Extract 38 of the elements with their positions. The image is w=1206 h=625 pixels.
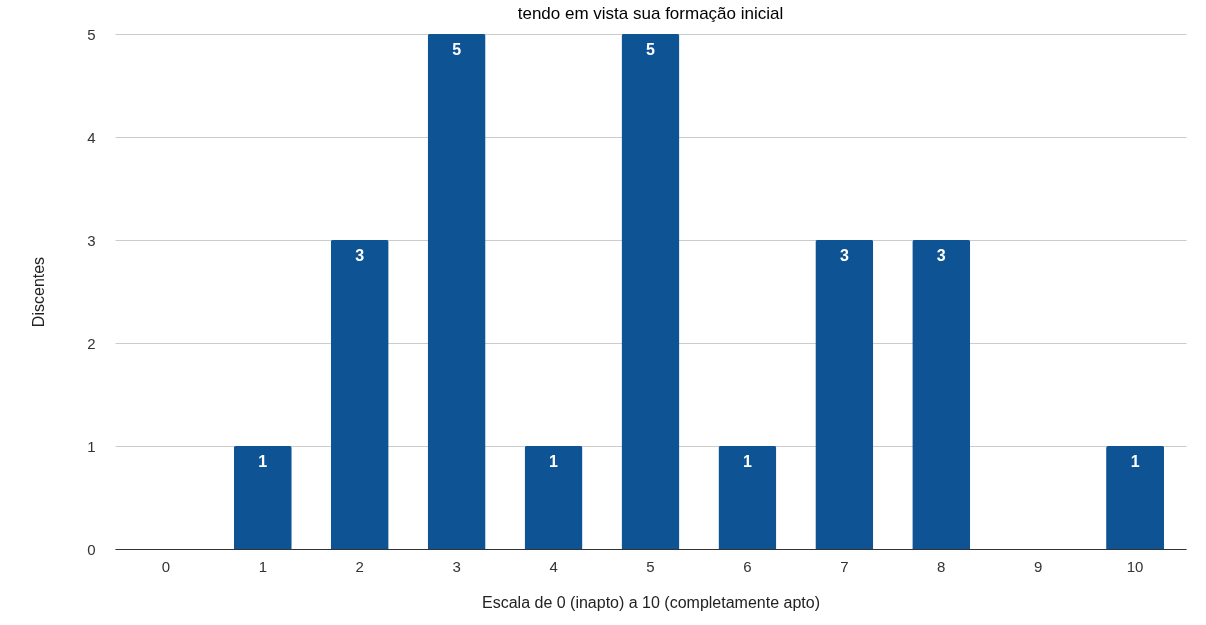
- data-label: 1: [549, 453, 559, 470]
- data-label: 1: [1130, 453, 1140, 470]
- bar: [621, 34, 680, 549]
- x-tick-label: 1: [258, 557, 267, 575]
- data-label: 5: [646, 41, 656, 58]
- data-label: 3: [839, 247, 849, 264]
- bar: [330, 240, 389, 549]
- x-tick-label: 10: [1126, 557, 1144, 575]
- bar: [524, 446, 583, 549]
- bar: [1106, 446, 1165, 549]
- x-tick-label: 5: [646, 557, 655, 575]
- x-tick-label: 7: [840, 557, 849, 575]
- x-axis-title: Escala de 0 (inapto) a 10 (completamente apto): [482, 593, 820, 611]
- bar: [912, 240, 971, 549]
- x-tick-label: 6: [743, 557, 752, 575]
- y-tick-label: 0: [87, 540, 96, 558]
- x-tick-label: 2: [355, 557, 364, 575]
- bar: [718, 446, 777, 549]
- x-tick-label: 4: [549, 557, 558, 575]
- x-tick-label: 9: [1034, 557, 1043, 575]
- bar: [233, 446, 292, 549]
- data-label: 1: [258, 453, 268, 470]
- x-tick-label: 8: [937, 557, 946, 575]
- y-tick-label: 1: [87, 437, 96, 455]
- y-axis-title: Discentes: [30, 256, 48, 328]
- data-label: 5: [452, 41, 462, 58]
- y-tick-label: 5: [87, 25, 96, 43]
- chart-title: tendo em vista sua formação inicial: [517, 4, 784, 23]
- y-tick-label: 3: [87, 231, 96, 249]
- y-tick-label: 2: [87, 334, 96, 352]
- x-tick-label: 0: [161, 557, 171, 575]
- data-label: 3: [936, 247, 946, 264]
- data-label: 1: [742, 453, 752, 470]
- bar: [427, 34, 486, 549]
- bar: [815, 240, 874, 549]
- x-tick-label: 3: [452, 557, 461, 575]
- data-label: 3: [355, 247, 365, 264]
- y-tick-label: 4: [87, 128, 96, 146]
